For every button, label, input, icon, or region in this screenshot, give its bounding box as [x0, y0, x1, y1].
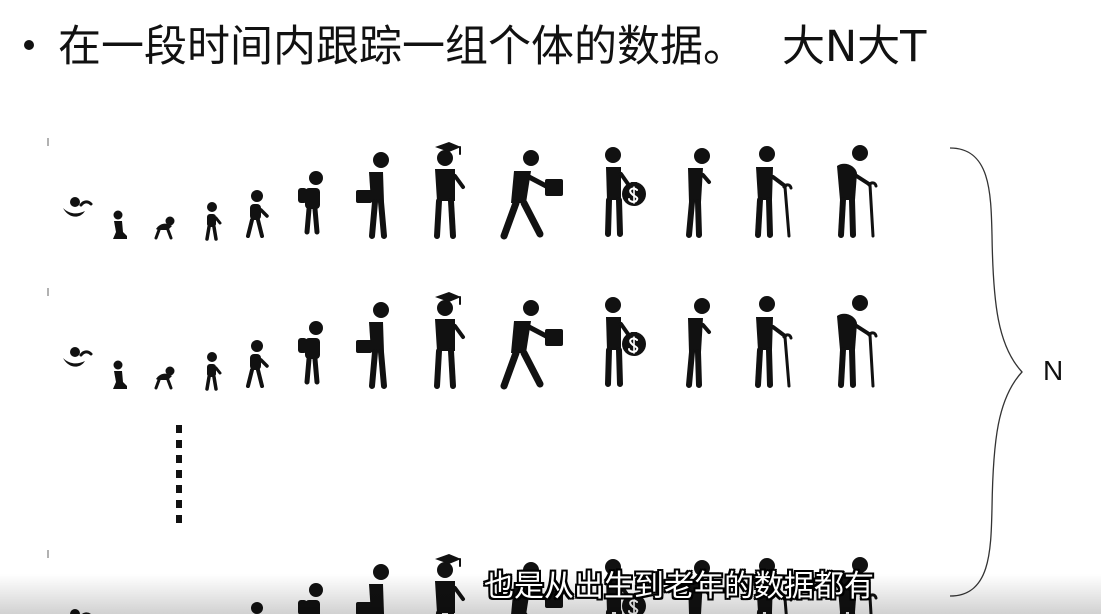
middle-aged-icon: [688, 298, 710, 385]
teen-bag-icon: [356, 302, 389, 386]
child-icon: [246, 188, 269, 238]
student-backpack-icon: [298, 171, 323, 232]
vertical-ellipsis: [176, 425, 182, 523]
baby-lying-icon: [61, 345, 93, 369]
moneybag-icon: [605, 147, 646, 234]
bullet-tag: 大N大T: [782, 21, 927, 72]
worker-briefcase-icon: [504, 150, 563, 236]
middle-aged-icon: [688, 148, 710, 235]
life-stages-figure: [47, 138, 1023, 614]
bullet-text: 在一段时间内跟踪一组个体的数据。: [58, 21, 746, 72]
bullet-line: 在一段时间内跟踪一组个体的数据。 大N大T: [8, 18, 926, 76]
moneybag-icon: [605, 297, 646, 384]
baby-lying-icon: [61, 195, 93, 219]
old-man-cane-icon: [756, 146, 791, 236]
elderly-cane-icon: [837, 295, 876, 386]
graduate-icon: [435, 554, 463, 614]
toddler-icon: [205, 350, 222, 391]
brace-label: N: [1043, 355, 1064, 386]
stage-row-1: [47, 138, 876, 241]
right-brace: [949, 147, 1023, 597]
student-backpack-icon: [298, 583, 323, 614]
bullet-dot: [24, 40, 34, 50]
old-man-cane-icon: [756, 296, 791, 386]
stage-row-3: [47, 550, 876, 614]
child-icon: [246, 600, 269, 614]
stage-row-2: [47, 288, 876, 391]
elderly-cane-icon: [837, 145, 876, 236]
baby-lying-icon: [61, 607, 93, 614]
crawling-baby-icon: [154, 215, 176, 240]
graduate-icon: [435, 142, 463, 236]
worker-briefcase-icon: [504, 300, 563, 386]
video-subtitle: 也是从出生到老年的数据都有: [484, 569, 874, 604]
teen-bag-icon: [356, 152, 389, 236]
baby-sitting-icon: [113, 360, 127, 389]
child-icon: [246, 338, 269, 388]
student-backpack-icon: [298, 321, 323, 382]
baby-sitting-icon: [113, 210, 127, 239]
toddler-icon: [205, 200, 222, 241]
teen-bag-icon: [356, 564, 389, 614]
graduate-icon: [435, 292, 463, 386]
crawling-baby-icon: [154, 365, 176, 390]
